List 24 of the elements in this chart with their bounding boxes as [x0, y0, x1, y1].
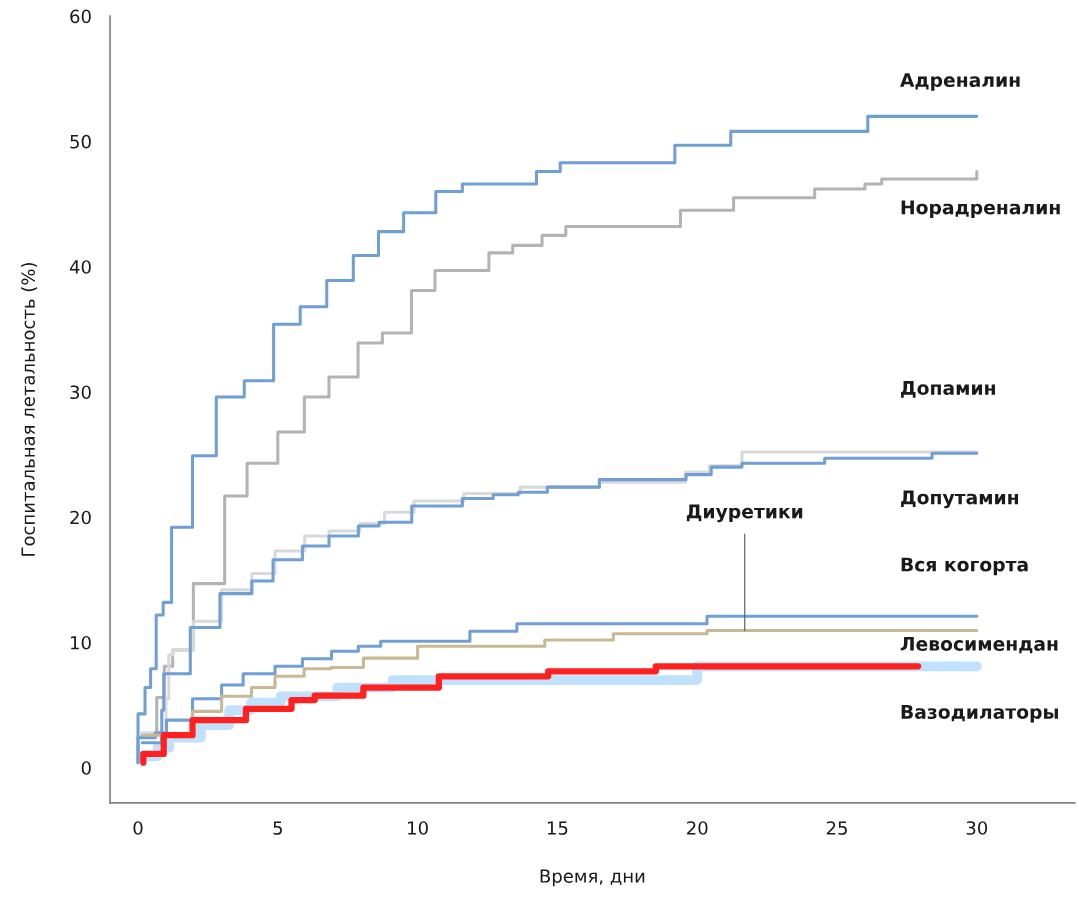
x-tick-label: 10 [408, 821, 428, 835]
x-tick-label: 30 [966, 821, 988, 835]
y-tick-label: 0 [81, 761, 91, 775]
y-tick-label: 20 [70, 510, 91, 525]
x-tick-label: 5 [273, 821, 282, 835]
y-tick-label: 10 [71, 635, 91, 650]
y-axis-title: Госпитальная летальность (%) [21, 262, 38, 556]
series-label: Допутамин [901, 490, 1019, 509]
text: Вазодилаторы [901, 705, 1058, 723]
series-label: Норадреналин [901, 200, 1060, 219]
text: Вся когорта [901, 557, 1028, 576]
x-axis-title: Время, дни [540, 869, 645, 887]
x-tick-label: 20 [687, 821, 708, 835]
x-tick-label: 0 [133, 821, 143, 835]
annotation: Диуретики [686, 504, 803, 523]
x-tick-label: 25 [826, 821, 847, 835]
series-label: Левосимендан [900, 636, 1058, 654]
x-tick-label: 15 [547, 821, 568, 835]
y-tick-label: 50 [70, 134, 91, 149]
series-label: Адреналин [900, 73, 1020, 91]
y-tick-label: 60 [70, 9, 91, 24]
text: Допамин [901, 381, 995, 398]
y-tick-label: 40 [69, 260, 91, 274]
y-tick-label: 30 [70, 385, 91, 400]
